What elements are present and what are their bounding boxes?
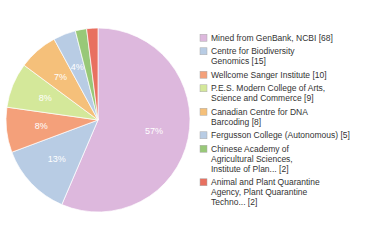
legend-item: Chinese Academy ofAgricultural Sciences,…: [200, 144, 293, 174]
pie: [6, 28, 190, 212]
data-label: 7%: [54, 72, 67, 82]
data-labels: 57% 13% 8% 8% 7% 4%: [35, 62, 163, 164]
pie-slice: [87, 28, 98, 120]
legend-swatch: [200, 179, 207, 186]
pie-slice: [75, 29, 98, 120]
legend-label: Animal and Plant QuarantineAgency, Plant…: [211, 177, 320, 207]
chart: 57% 13% 8% 8% 7% 4% Mined from GenBank, NCBI […: [0, 0, 380, 240]
data-label: 4%: [71, 62, 84, 72]
legend-item: Centre for BiodiversityGenomics [15]: [200, 46, 295, 66]
legend-swatch: [200, 132, 207, 139]
legend-item: Fergusson College (Autonomous) [5]: [200, 130, 350, 140]
legend-swatch: [200, 85, 207, 92]
data-label: 8%: [35, 121, 48, 131]
legend-item: Mined from GenBank, NCBI [68]: [200, 33, 333, 43]
legend-swatch: [200, 71, 207, 78]
data-label: 57%: [145, 126, 163, 136]
legend-label: Mined from GenBank, NCBI [68]: [211, 33, 333, 43]
data-label: 8%: [39, 93, 52, 103]
legend-item: Wellcome Sanger Institute [10]: [200, 70, 327, 80]
legend-swatch: [200, 145, 207, 152]
legend-label: Chinese Academy ofAgricultural Sciences,…: [211, 144, 293, 174]
legend-label: P.E.S. Modern College of Arts,Science an…: [211, 83, 325, 103]
legend-item: Animal and Plant QuarantineAgency, Plant…: [200, 177, 320, 207]
legend-item: P.E.S. Modern College of Arts,Science an…: [200, 83, 325, 103]
data-label: 13%: [48, 154, 66, 164]
legend-label: Wellcome Sanger Institute [10]: [211, 70, 327, 80]
legend-label: Fergusson College (Autonomous) [5]: [211, 130, 350, 140]
legend: Mined from GenBank, NCBI [68] Centre for …: [200, 33, 350, 208]
legend-label: Canadian Centre for DNABarcoding [8]: [211, 107, 308, 127]
legend-swatch: [200, 48, 207, 55]
legend-swatch: [200, 34, 207, 41]
legend-item: Canadian Centre for DNABarcoding [8]: [200, 107, 308, 127]
legend-label: Centre for BiodiversityGenomics [15]: [211, 46, 295, 66]
legend-swatch: [200, 108, 207, 115]
